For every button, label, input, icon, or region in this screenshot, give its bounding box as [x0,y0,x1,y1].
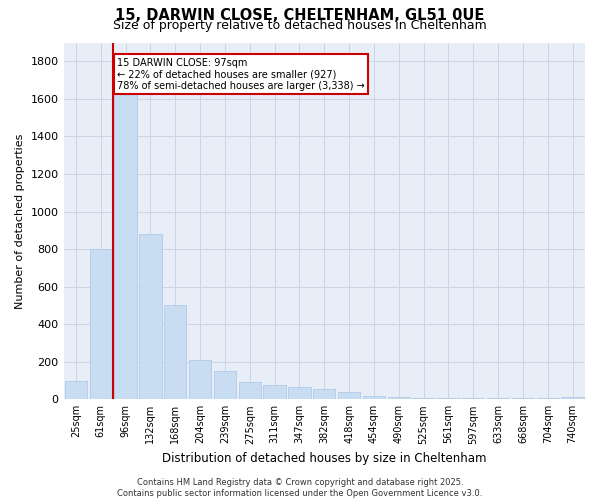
Text: 15 DARWIN CLOSE: 97sqm
← 22% of detached houses are smaller (927)
78% of semi-de: 15 DARWIN CLOSE: 97sqm ← 22% of detached… [117,58,365,90]
Bar [263,385,286,400]
Y-axis label: Number of detached properties: Number of detached properties [15,133,25,308]
X-axis label: Distribution of detached houses by size in Cheltenham: Distribution of detached houses by size … [162,452,487,465]
Bar [562,398,584,400]
Bar [487,398,509,400]
Bar [363,396,385,400]
Bar [437,398,460,400]
Bar [239,382,261,400]
Text: Size of property relative to detached houses in Cheltenham: Size of property relative to detached ho… [113,19,487,32]
Text: 15, DARWIN CLOSE, CHELTENHAM, GL51 0UE: 15, DARWIN CLOSE, CHELTENHAM, GL51 0UE [115,8,485,22]
Bar [512,398,534,400]
Bar [462,398,484,400]
Text: Contains HM Land Registry data © Crown copyright and database right 2025.
Contai: Contains HM Land Registry data © Crown c… [118,478,482,498]
Bar [89,249,112,400]
Bar [214,371,236,400]
Bar [164,306,187,400]
Bar [115,84,137,400]
Bar [65,380,87,400]
Bar [388,398,410,400]
Bar [536,398,559,400]
Bar [338,392,360,400]
Bar [313,389,335,400]
Bar [288,387,311,400]
Bar [139,234,161,400]
Bar [189,360,211,400]
Bar [412,398,435,400]
